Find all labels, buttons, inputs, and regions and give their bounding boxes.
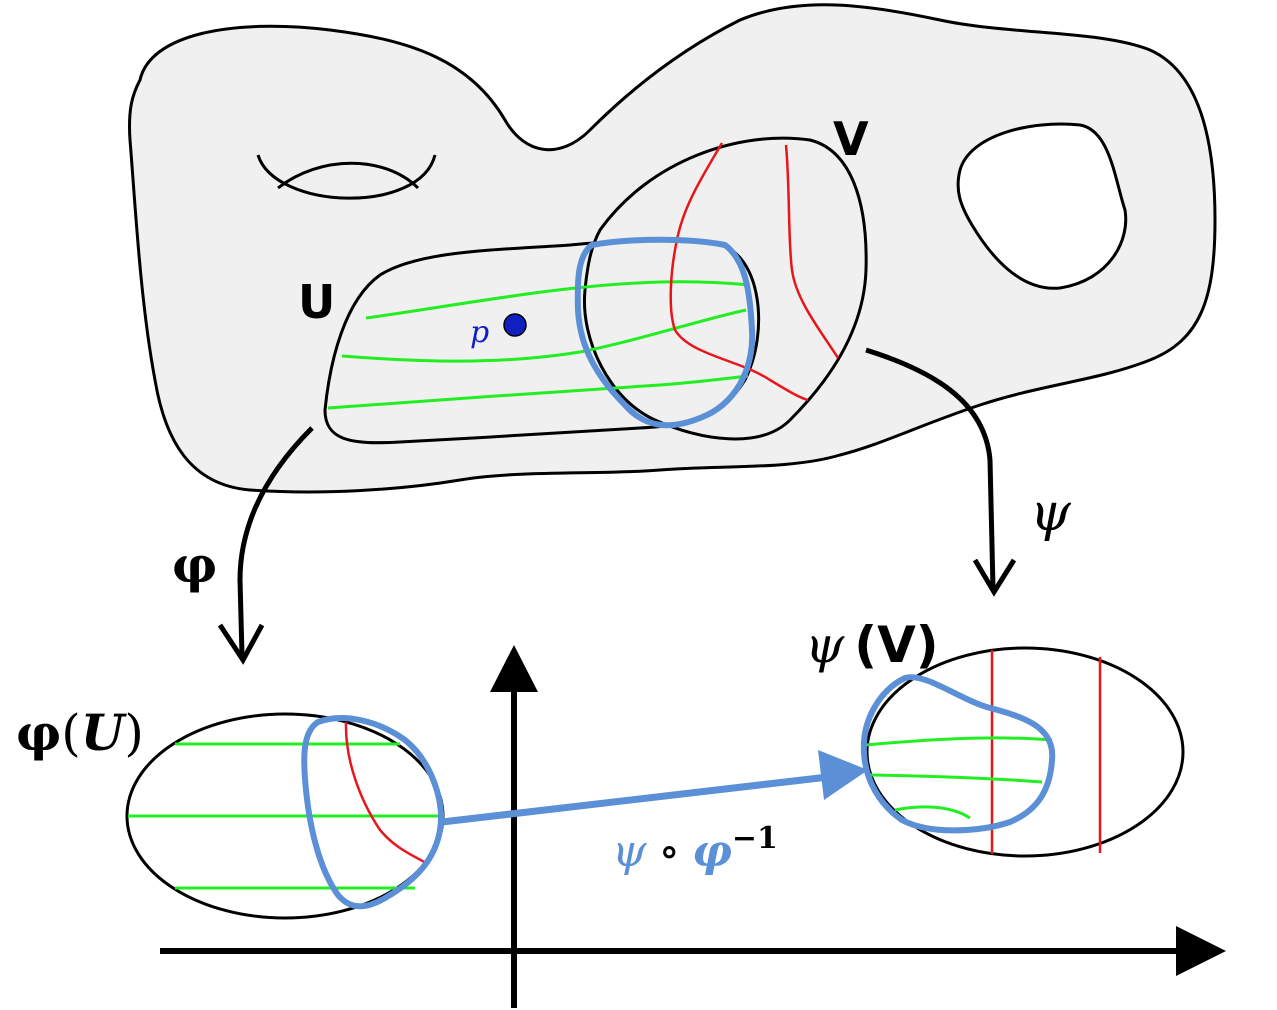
label-phi-U-sym: φ xyxy=(16,703,61,762)
label-transition-phi: φ xyxy=(692,826,732,877)
label-psi-V-sym: ψ xyxy=(805,616,845,674)
psi-V-overlap xyxy=(860,674,1056,834)
red-curve-2 xyxy=(784,144,840,359)
map-psi-arrowhead xyxy=(972,558,1017,597)
surface-hole xyxy=(956,122,1128,290)
label-phi-U: φ(U) xyxy=(16,703,144,762)
label-phi-U-close: ) xyxy=(124,704,144,762)
psi-V-green-1 xyxy=(865,736,1053,747)
transition-arrow xyxy=(441,773,829,826)
phi-U-overlap xyxy=(301,715,444,910)
x-axis-arrowhead xyxy=(1176,926,1226,976)
overlap-region xyxy=(574,236,756,429)
map-psi-arrow xyxy=(865,347,996,589)
psi-V-green-2 xyxy=(869,773,1043,784)
point-p xyxy=(503,313,527,337)
green-curve-3 xyxy=(327,374,749,410)
label-transition: ψ ∘ φ−1 xyxy=(612,821,778,877)
map-phi-arrowhead xyxy=(217,623,265,665)
surface-handle-lower xyxy=(277,161,420,190)
label-phi-U-var: U xyxy=(81,703,128,762)
manifold-surface xyxy=(128,3,1217,494)
transition-arrowhead xyxy=(818,750,868,800)
y-axis-arrowhead xyxy=(490,645,538,692)
label-psi-V: ψ (V) xyxy=(805,616,939,674)
green-curve-1 xyxy=(365,280,751,320)
red-curve-1 xyxy=(669,142,809,402)
label-phi: φ xyxy=(172,535,217,594)
surface-handle-upper xyxy=(256,154,437,200)
point-p-label: p xyxy=(470,315,489,350)
label-psi: ψ xyxy=(1030,483,1072,543)
label-transition-exp: −1 xyxy=(732,821,778,856)
label-phi-U-open: ( xyxy=(61,704,81,762)
chart-V-boundary xyxy=(582,136,868,441)
label-transition-psi: ψ xyxy=(612,826,647,877)
label-V: V xyxy=(833,112,869,166)
psi-V-green-3 xyxy=(894,805,971,820)
green-curve-2 xyxy=(341,308,747,363)
phi-U-red-curve xyxy=(344,721,429,866)
label-transition-circ: ∘ xyxy=(659,826,681,877)
label-psi-V-rest: (V) xyxy=(854,616,938,674)
label-U: U xyxy=(298,275,335,329)
map-phi-arrow xyxy=(237,426,314,656)
